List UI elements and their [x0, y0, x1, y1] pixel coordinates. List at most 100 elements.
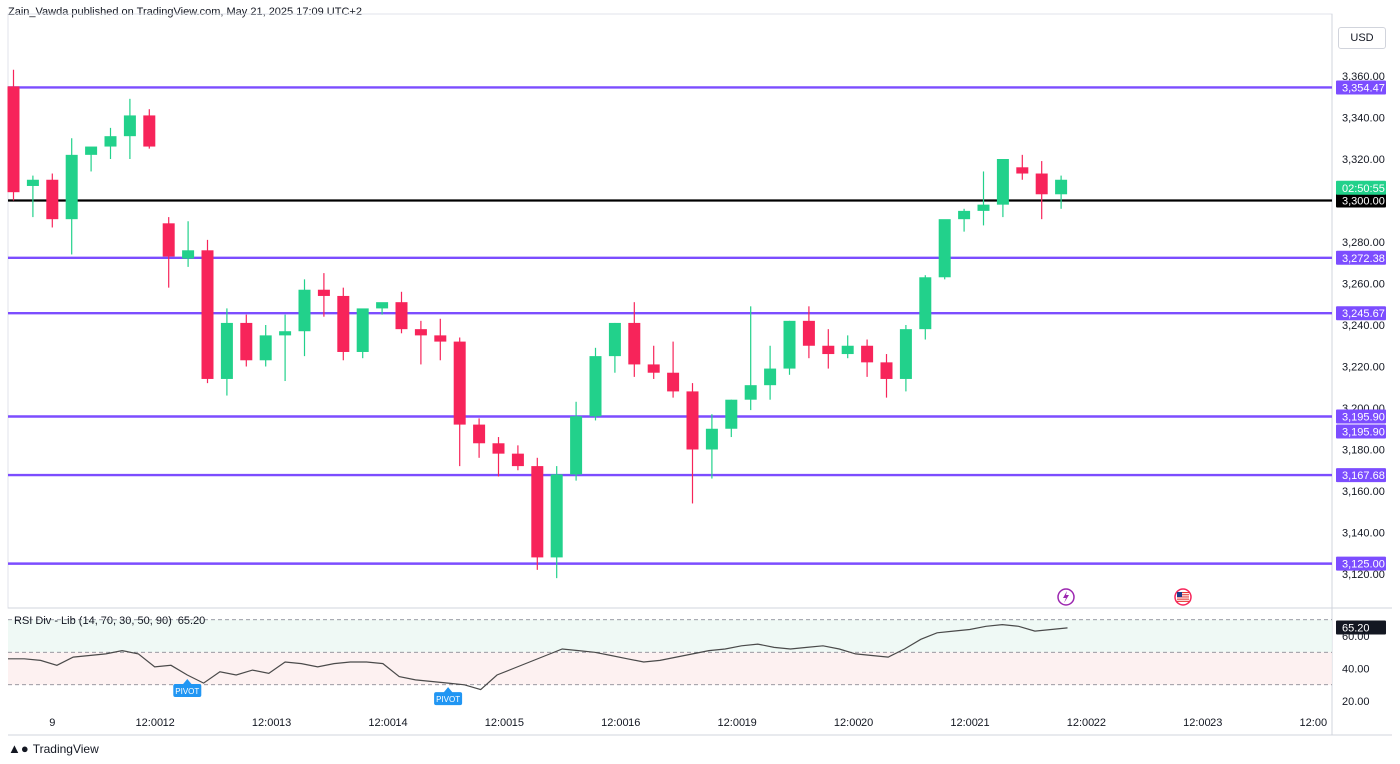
price-axis: 3,360.00 3,340.00 3,320.00 3,280.00 3,260.00… — [1336, 71, 1386, 581]
time-tick-label: 14 — [395, 717, 407, 729]
candle-body-down — [7, 86, 20, 193]
candle-body-up — [589, 356, 602, 417]
level-price-label: 3,272.38 — [1342, 253, 1385, 265]
candle-body-down — [337, 295, 350, 352]
candle-body-down — [395, 302, 408, 330]
time-tick-label: 12:00 — [1183, 717, 1211, 729]
candle-body-down — [531, 466, 544, 558]
rsi-legend[interactable]: RSI Div - Lib (14, 70, 30, 50, 90) 65.20 — [14, 615, 205, 627]
currency-button[interactable]: USD — [1338, 27, 1386, 49]
candle-body-up — [958, 210, 971, 220]
flag-stripe — [1177, 592, 1189, 594]
chart-grid — [7, 13, 1392, 736]
candle-body-up — [376, 302, 389, 309]
price-tick-label: 3,180.00 — [1342, 445, 1385, 457]
time-tick-label: 22 — [1094, 717, 1106, 729]
candle-body-down — [861, 345, 874, 363]
price-tick-label: 3,140.00 — [1342, 528, 1385, 540]
candle-body-up — [26, 179, 39, 186]
level-price-label: 3,354.47 — [1342, 82, 1385, 94]
candle-body-up — [996, 159, 1009, 205]
price-tick-label: 3,160.00 — [1342, 486, 1385, 498]
footer-brand-label: TradingView — [32, 741, 99, 756]
price-tick-label: 3,340.00 — [1342, 113, 1385, 125]
price-tick-label: 3,320.00 — [1342, 154, 1385, 166]
candle-body-down — [802, 320, 815, 346]
countdown-label: 02:50:55 — [1342, 183, 1385, 195]
level-price-tag — [1336, 556, 1386, 571]
candle-body-up — [550, 474, 563, 558]
candle-body-up — [1055, 179, 1068, 195]
price-tick-label: 3,220.00 — [1342, 362, 1385, 374]
time-tick-label: 12:00 — [834, 717, 862, 729]
candle-body-down — [492, 443, 505, 454]
time-tick-label: 23 — [1210, 717, 1222, 729]
time-tick-label: 12:00 — [1067, 717, 1095, 729]
candle-body-up — [65, 154, 78, 220]
level-price-label: 3,195.90 — [1342, 427, 1385, 439]
level-price-label: 3,245.67 — [1342, 308, 1385, 320]
candle-body-up — [744, 385, 757, 400]
candle-body-down — [686, 391, 699, 450]
rsi-tick-label: 20.00 — [1342, 696, 1370, 708]
candle-body-down — [822, 345, 835, 355]
candle-body-up — [182, 250, 195, 259]
candle-body-down — [880, 362, 893, 379]
level-price-tag — [1336, 409, 1386, 424]
candle-body-down — [647, 364, 660, 373]
footer-brand[interactable]: ▲● TradingView — [8, 741, 99, 756]
candle-body-down — [414, 329, 427, 336]
rsi-line — [8, 623, 1068, 691]
rsi-value-label: 65.20 — [1342, 623, 1370, 635]
candle-body-up — [705, 428, 718, 450]
time-tick-label: 13 — [279, 717, 291, 729]
price-tick-label: 3,120.00 — [1342, 569, 1385, 581]
horizontal-levels — [8, 86, 1332, 565]
candle-body-up — [85, 146, 98, 155]
countdown-tag — [1336, 180, 1386, 195]
time-tick-label: 19 — [745, 717, 757, 729]
candle-body-up — [841, 345, 854, 355]
time-tick-label: 9 — [49, 717, 55, 729]
candle-body-up — [764, 368, 777, 386]
time-tick-label: 20 — [861, 717, 873, 729]
candle-body-down — [511, 453, 524, 467]
candle-body-up — [104, 136, 117, 147]
rsi-tick-label: 40.00 — [1342, 664, 1370, 676]
candle-body-down — [162, 223, 175, 257]
level-price-tag — [1336, 250, 1386, 265]
flag-stripe — [1177, 594, 1189, 596]
pivot-label: PIVOT — [436, 695, 460, 704]
level-price-label: 3,195.90 — [1342, 412, 1385, 424]
time-tick-label: 12 — [163, 717, 175, 729]
candle-body-up — [938, 219, 951, 278]
candle-body-up — [899, 329, 912, 379]
candle-body-up — [977, 204, 990, 211]
time-tick-label: 12:00 — [252, 717, 280, 729]
time-tick-label: 12:00 — [368, 717, 396, 729]
time-tick-label: 12:00 — [950, 717, 978, 729]
candle-body-down — [46, 179, 59, 220]
level-price-label: 3,167.68 — [1342, 470, 1385, 482]
time-tick-label: 21 — [977, 717, 989, 729]
candle-body-down — [628, 322, 641, 365]
level-price-tag — [1336, 80, 1386, 95]
candle-body-down — [473, 424, 486, 444]
level-price-tag — [1336, 306, 1386, 321]
rsi-oversold-zone — [8, 652, 1332, 685]
key-level-label: 3,300.00 — [1342, 196, 1385, 208]
candle-body-up — [725, 399, 738, 429]
candle-body-up — [570, 416, 583, 475]
rsi-value-tag — [1336, 620, 1386, 635]
candle-body-up — [123, 115, 136, 137]
candle-body-down — [201, 250, 214, 379]
time-axis: 9 12:00 12 12:00 13 12:00 14 12:00 15 12:00 16 12:0… — [49, 717, 1327, 729]
time-tick-label: 12:00 — [136, 717, 164, 729]
candle-body-up — [919, 277, 932, 330]
candle-body-down — [1016, 167, 1029, 174]
pivot-label: PIVOT — [175, 687, 199, 696]
rsi-overbought-zone — [8, 619, 1332, 653]
time-tick-label: 12:00 — [485, 717, 513, 729]
candle-body-down — [143, 115, 156, 147]
